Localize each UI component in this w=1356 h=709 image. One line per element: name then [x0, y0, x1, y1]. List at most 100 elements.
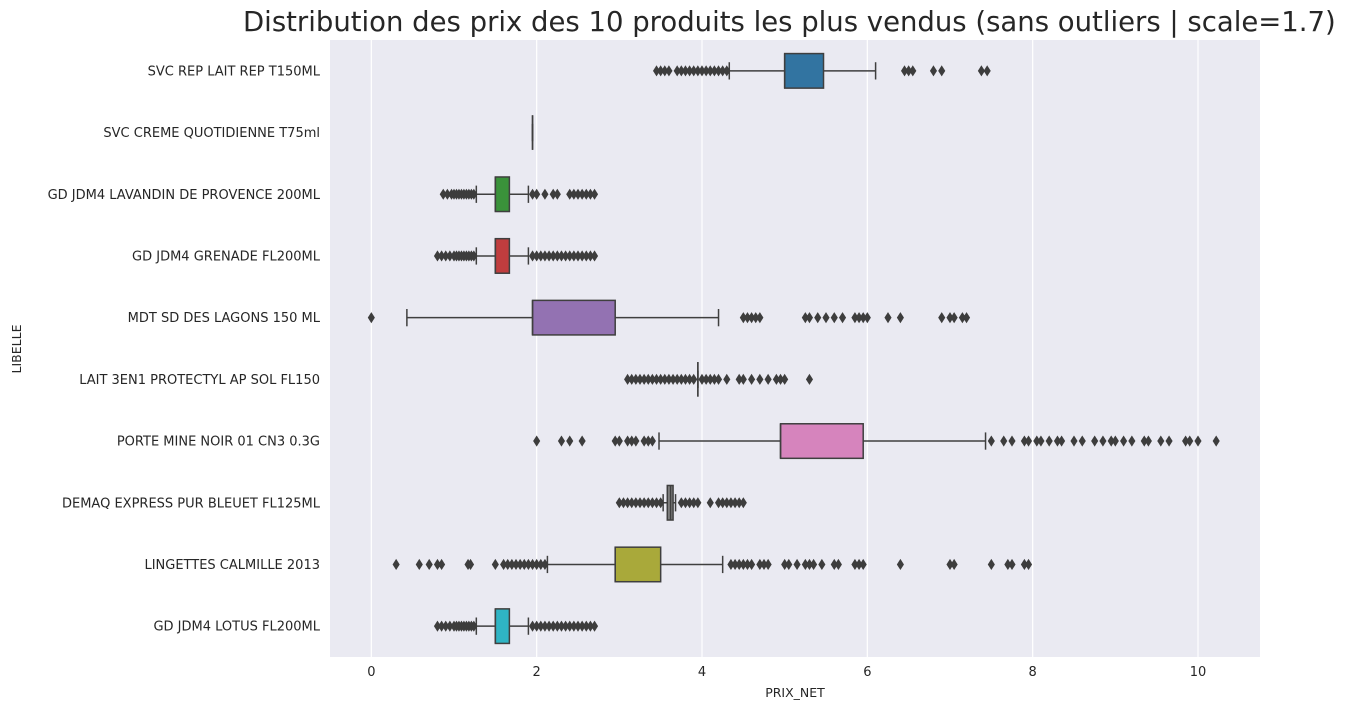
box-layer: [367, 52, 1220, 645]
outlier-point: [814, 312, 822, 324]
outlier-point: [1099, 435, 1107, 447]
y-tick-label: SVC REP LAIT REP T150ML: [148, 64, 321, 79]
outlier-point: [1128, 435, 1136, 447]
x-tick-labels: 0 2 4 6 8 10: [367, 665, 1206, 680]
x-tick-label: 0: [367, 665, 375, 680]
box-group: [367, 299, 971, 336]
outlier-point: [896, 312, 904, 324]
outlier-point: [929, 65, 938, 77]
outlier-point: [793, 558, 801, 571]
outlier-point: [1058, 435, 1066, 447]
outlier-point: [714, 373, 723, 385]
outlier-point: [748, 558, 756, 571]
box-group: [433, 608, 599, 645]
outlier-point: [557, 435, 566, 447]
box-group: [433, 237, 599, 274]
x-tick-label: 10: [1190, 665, 1207, 680]
outlier-point: [553, 188, 561, 200]
outlier-point: [1024, 558, 1033, 571]
outlier-point: [1186, 435, 1194, 447]
outlier-point: [1165, 435, 1173, 447]
box-group: [652, 52, 991, 89]
outlier-point: [987, 435, 995, 447]
outlier-point: [1194, 435, 1202, 447]
box-group: [615, 484, 747, 521]
box-group: [624, 362, 814, 397]
outlier-point: [1078, 435, 1086, 447]
outlier-point: [834, 558, 842, 571]
outlier-point: [690, 373, 698, 385]
outlier-point: [566, 435, 574, 447]
outlier-point: [938, 312, 946, 324]
outlier-point: [706, 497, 714, 509]
y-tick-label: LINGETTES CALMILLE 2013: [144, 558, 320, 573]
iqr-box: [494, 237, 511, 274]
outlier-point: [822, 312, 830, 324]
x-tick-label: 8: [1029, 665, 1037, 680]
outlier-point: [909, 65, 917, 77]
outlier-point: [938, 65, 946, 77]
outlier-point: [1144, 435, 1152, 447]
outlier-point: [1070, 435, 1078, 447]
grid-layer: [370, 40, 1199, 657]
outlier-point: [950, 558, 958, 571]
iqr-box: [614, 546, 662, 583]
outlier-point: [723, 65, 731, 77]
outlier-point: [491, 558, 499, 571]
iqr-box: [494, 176, 511, 213]
outlier-point: [1045, 435, 1053, 447]
outlier-point: [987, 558, 995, 571]
outlier-point: [1120, 435, 1128, 447]
outlier-point: [838, 312, 847, 324]
plot-area: [330, 40, 1260, 657]
outlier-point: [1008, 435, 1016, 447]
outlier-point: [1008, 558, 1016, 571]
iqr-box: [783, 52, 825, 89]
outlier-point: [392, 558, 400, 571]
box-group: [533, 423, 1220, 460]
outlier-point: [781, 373, 789, 385]
outlier-point: [367, 312, 375, 324]
outlier-point: [884, 312, 892, 324]
outlier-point: [977, 65, 985, 77]
outlier-point: [632, 435, 640, 447]
outlier-point: [470, 188, 478, 200]
y-tick-label: GD JDM4 LOTUS FL200ML: [153, 620, 320, 635]
outlier-point: [785, 558, 793, 571]
outlier-point: [590, 188, 599, 200]
outlier-point: [533, 435, 541, 447]
outlier-point: [615, 435, 623, 447]
outlier-point: [818, 558, 826, 571]
outlier-point: [756, 312, 764, 324]
outlier-point: [983, 65, 991, 77]
outlier-point: [1091, 435, 1099, 447]
outlier-point: [578, 435, 586, 447]
outlier-point: [764, 558, 772, 571]
outlier-point: [470, 250, 478, 262]
outlier-point: [1024, 435, 1033, 447]
outlier-point: [950, 312, 958, 324]
outlier-point: [425, 558, 433, 571]
outlier-point: [1212, 435, 1220, 447]
x-tick-label: 2: [533, 665, 541, 680]
outlier-point: [415, 558, 423, 571]
outlier-point: [1157, 435, 1165, 447]
y-tick-label: LAIT 3EN1 PROTECTYL AP SOL FL150: [79, 373, 320, 388]
outlier-point: [805, 312, 814, 324]
outlier-point: [739, 373, 747, 385]
y-tick-labels: SVC REP LAIT REP T150ML SVC CREME QUOTIDI…: [48, 64, 321, 634]
outlier-point: [863, 312, 871, 324]
outlier-point: [748, 373, 756, 385]
outlier-point: [466, 558, 475, 571]
outlier-point: [665, 65, 673, 77]
outlier-point: [438, 558, 446, 571]
outlier-point: [541, 558, 549, 571]
outlier-point: [859, 558, 867, 571]
outlier-point: [657, 497, 665, 509]
outlier-point: [1111, 435, 1119, 447]
outlier-point: [739, 497, 747, 509]
outlier-point: [756, 373, 764, 385]
iqr-box: [531, 299, 616, 336]
